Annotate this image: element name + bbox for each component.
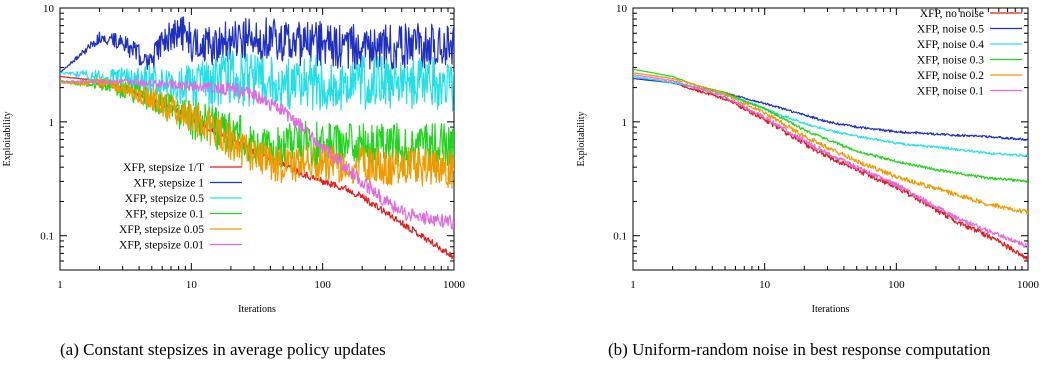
legend-label: XFP, no noise (920, 8, 984, 20)
series-line (633, 75, 1028, 248)
legend-label: XFP, noise 0.1 (917, 86, 984, 98)
legend: XFP, no noise XFP, noise 0.5 XFP, noise 0.… (917, 8, 1022, 98)
legend-label: XFP, noise 0.5 (917, 24, 984, 36)
x-tick-label: 10 (186, 279, 198, 291)
y-tick-label: 10 (616, 3, 628, 15)
legend-label: XFP, noise 0.3 (917, 55, 984, 67)
x-tick-label: 1 (57, 279, 63, 291)
series-lines (633, 69, 1028, 260)
x-tick-label: 100 (314, 279, 331, 291)
legend-label: XFP, stepsize 0.05 (119, 224, 204, 236)
caption-a: (a) Constant stepsizes in average policy… (60, 340, 480, 360)
legend-label: XFP, noise 0.2 (917, 70, 984, 82)
y-tick-label: 0.1 (40, 231, 54, 243)
y-tick-label: 10 (43, 3, 55, 15)
legend-label: XFP, stepsize 1 (133, 178, 204, 190)
caption-b: (b) Uniform-random noise in best respons… (608, 340, 1048, 360)
y-axis-label: Exploitability (2, 112, 13, 167)
chart-panel-a: 1 10 100 1000 0.1 1 10 Iterations Exploitability… (2, 3, 466, 315)
legend-label: XFP, stepsize 0.01 (119, 240, 204, 252)
x-tick-label: 1 (630, 279, 636, 291)
y-tick-label: 0.1 (613, 231, 627, 243)
x-tick-label: 1000 (443, 279, 466, 291)
legend-label: XFP, stepsize 1/T (123, 162, 204, 174)
series-line (633, 77, 1028, 260)
legend-label: XFP, noise 0.4 (917, 39, 984, 51)
x-axis-label: Iterations (812, 304, 850, 315)
legend: XFP, stepsize 1/T XFP, stepsize 1 XFP, ste… (119, 162, 242, 252)
legend-label: XFP, stepsize 0.5 (125, 193, 204, 205)
series-lines (60, 17, 454, 259)
y-axis-label: Exploitability (576, 112, 587, 167)
y-tick-label: 1 (49, 117, 55, 129)
legend-label: XFP, stepsize 0.1 (125, 209, 204, 221)
chart-panel-b: 1 10 100 1000 0.1 1 10 Iterations Exploitability… (576, 3, 1040, 315)
x-tick-label: 1000 (1017, 279, 1040, 291)
y-tick-label: 1 (622, 117, 628, 129)
x-tick-label: 10 (759, 279, 771, 291)
x-tick-label: 100 (888, 279, 905, 291)
x-axis-label: Iterations (238, 304, 276, 315)
